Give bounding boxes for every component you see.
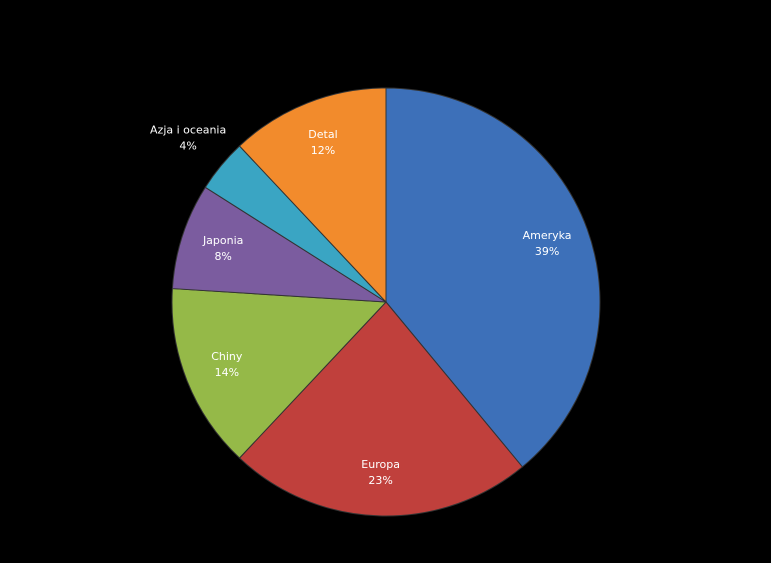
- slice-label: Chiny: [211, 350, 243, 363]
- slice-label: Ameryka: [523, 229, 572, 242]
- pie-slice: [171, 186, 387, 303]
- slice-value-label: 39%: [535, 245, 559, 258]
- slice-label: Europa: [361, 458, 400, 471]
- slice-label: Detal: [308, 128, 337, 141]
- slice-value-label: 23%: [368, 474, 392, 487]
- pie-slice: [238, 87, 387, 304]
- slice-label: Japonia: [202, 234, 243, 247]
- pie-slice: [171, 288, 388, 459]
- slice-value-label: 12%: [311, 144, 335, 157]
- slice-value-label: 14%: [215, 366, 239, 379]
- pie-slice: [238, 301, 524, 517]
- slice-value-label: 8%: [214, 250, 231, 263]
- slice-label: Azja i oceania: [150, 123, 226, 136]
- slice-value-label: 4%: [179, 139, 196, 152]
- pie-slice: [385, 87, 601, 468]
